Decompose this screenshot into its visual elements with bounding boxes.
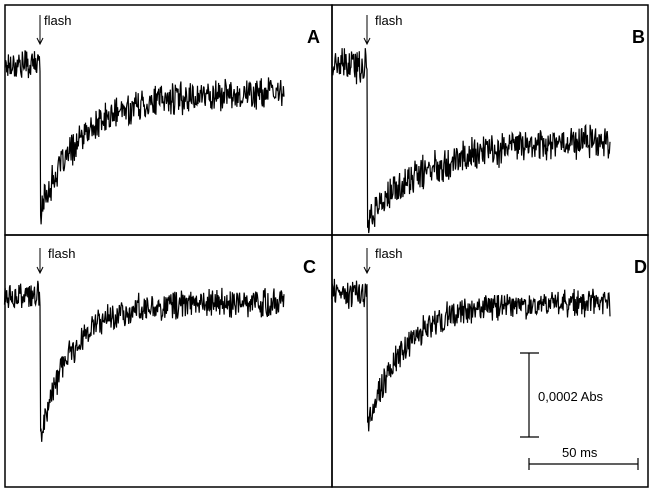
x-scale-label: 50 ms xyxy=(562,445,598,460)
flash-label-b: flash xyxy=(375,13,402,28)
panel-a: flash A xyxy=(4,13,320,225)
flash-arrow-d xyxy=(363,248,371,275)
trace-a xyxy=(4,50,285,225)
y-scale-label: 0,0002 Abs xyxy=(538,389,604,404)
scale-bars: 0,0002 Abs 50 ms xyxy=(520,352,639,470)
flash-arrow-a xyxy=(36,15,44,46)
trace-b xyxy=(331,48,611,234)
flash-label-c: flash xyxy=(48,246,75,261)
panel-frame-d xyxy=(331,234,649,488)
flash-label-a: flash xyxy=(44,13,71,28)
panel-label-d: D xyxy=(634,257,647,277)
x-scale-bar xyxy=(528,458,639,470)
panel-frames xyxy=(4,4,649,488)
flash-arrow-b xyxy=(363,15,371,46)
panel-label-c: C xyxy=(303,257,316,277)
trace-c xyxy=(3,280,285,442)
flash-label-d: flash xyxy=(375,246,402,261)
y-scale-bar xyxy=(520,352,539,438)
panel-d: flash D xyxy=(331,246,647,432)
panel-label-b: B xyxy=(632,27,645,47)
panel-frame-c xyxy=(4,234,333,488)
flash-arrow-c xyxy=(36,248,44,275)
trace-d xyxy=(331,278,611,432)
panel-label-a: A xyxy=(307,27,320,47)
panel-b: flash B xyxy=(331,13,645,234)
panel-c: flash C xyxy=(3,246,316,442)
panel-frame-a xyxy=(4,4,333,236)
